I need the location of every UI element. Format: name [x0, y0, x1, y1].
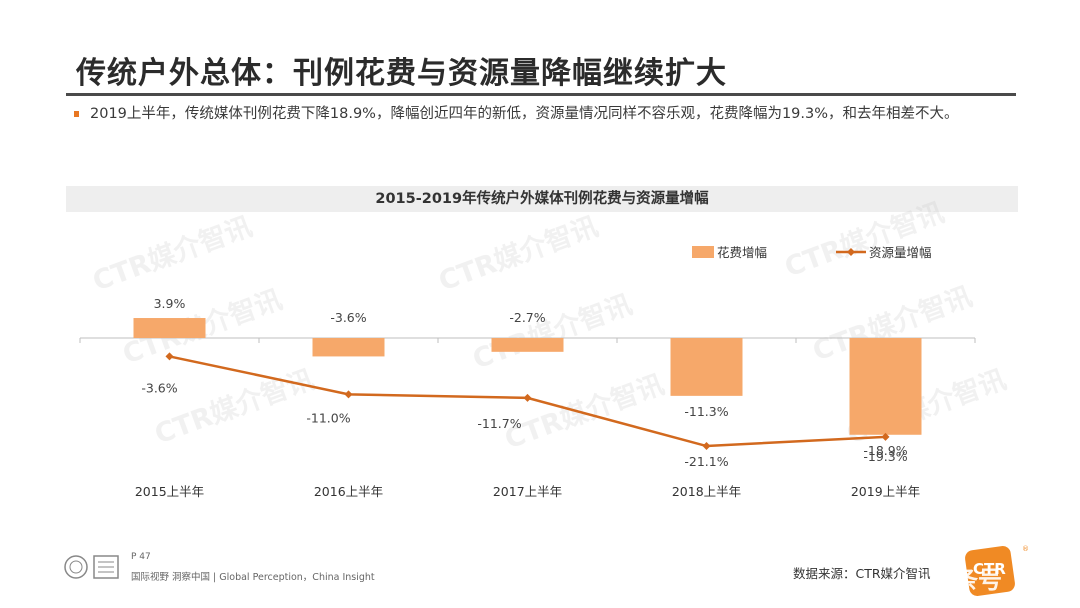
line-point-marker	[344, 390, 353, 399]
certification-seals-icon	[64, 555, 119, 579]
data-source: 数据来源：CTR媒介智讯	[793, 566, 931, 581]
bar-value-label: -2.7%	[509, 310, 545, 325]
line-point-marker	[881, 432, 890, 441]
line-point-marker	[523, 393, 532, 402]
chart-title-bar: 2015-2019年传统户外媒体刊例花费与资源量增幅	[66, 186, 1018, 212]
title-divider	[66, 93, 1016, 96]
chart-title: 2015-2019年传统户外媒体刊例花费与资源量增幅	[375, 191, 709, 207]
line-point-marker	[165, 352, 174, 361]
bar-value-label: -11.3%	[684, 404, 728, 419]
bar-spend-growth	[491, 338, 564, 352]
bar-value-label: -18.9%	[863, 443, 907, 458]
line-value-label: -3.6%	[141, 380, 177, 395]
x-tick-label: 2017上半年	[493, 484, 562, 499]
bar-spend-growth	[312, 338, 385, 357]
logo-text: CTR	[973, 560, 1006, 578]
line-value-label: -11.0%	[306, 410, 350, 425]
bar-value-label: -3.6%	[330, 310, 366, 325]
legend-label-bar: 花费增幅	[717, 245, 767, 260]
page-number: P 47	[131, 552, 151, 562]
registered-mark: ®	[1022, 545, 1029, 553]
brand-overlay: 头条号	[930, 566, 1002, 594]
x-tick-label: 2018上半年	[672, 484, 741, 499]
line-value-label: -19.3%	[863, 449, 907, 464]
bar-spend-growth	[670, 338, 743, 396]
x-tick-label: 2016上半年	[314, 484, 383, 499]
legend-marker-line	[847, 248, 855, 256]
bar-spend-growth	[133, 318, 206, 338]
legend-label-line: 资源量增幅	[869, 245, 932, 260]
brand-suffix: 财经	[1020, 567, 1068, 595]
line-point-marker	[702, 442, 711, 451]
footer-slogan: 国际视野 洞察中国 | Global Perception，China Insi…	[131, 572, 375, 583]
line-value-label: -11.7%	[477, 416, 521, 431]
x-tick-label: 2019上半年	[851, 484, 920, 499]
slide-title: 传统户外总体：刊例花费与资源量降幅继续扩大	[76, 56, 727, 91]
line-value-label: -21.1%	[684, 454, 728, 469]
x-tick-label: 2015上半年	[135, 484, 204, 499]
legend-swatch-bar	[692, 246, 714, 258]
bar-spend-growth	[849, 338, 922, 435]
bar-value-label: 3.9%	[154, 296, 186, 311]
bullet-marker-icon	[74, 111, 79, 117]
summary-text: 2019上半年，传统媒体刊例花费下降18.9%，降幅创近四年的新低，资源量情况同…	[90, 106, 959, 122]
